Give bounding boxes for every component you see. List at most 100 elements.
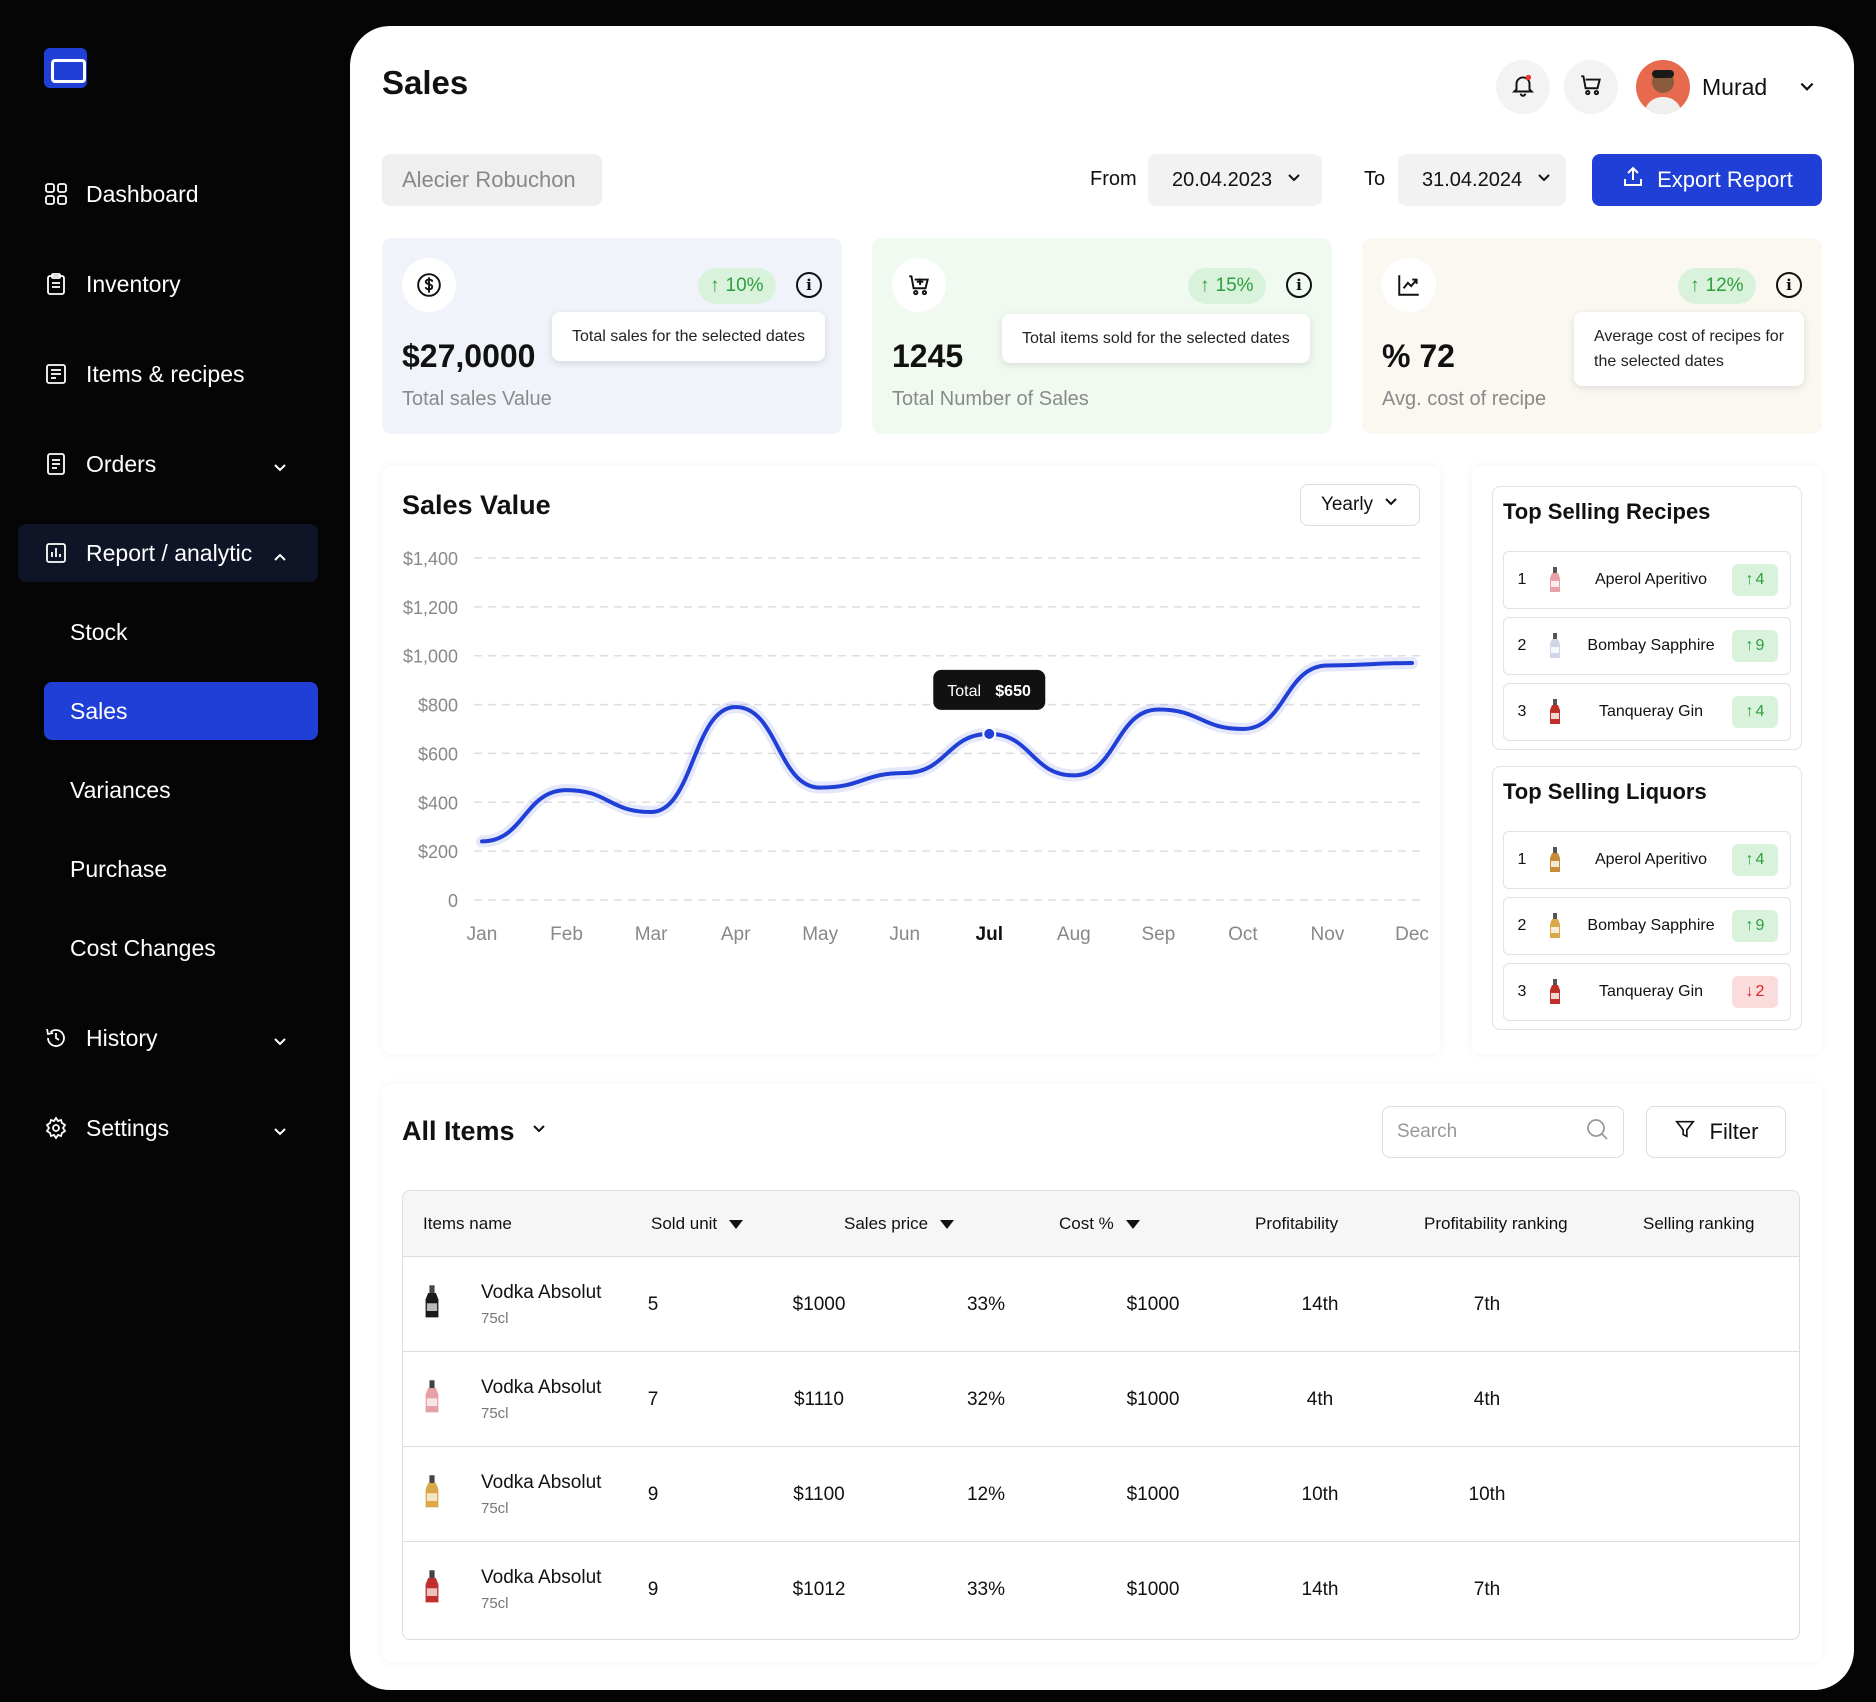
- rank-number: 1: [1517, 571, 1527, 588]
- list-item[interactable]: 3 Tanqueray Gin ↓ 2: [1503, 963, 1791, 1021]
- table-row[interactable]: Vodka Absolut 75cl 5 $1000 33% $1000 14th 7th: [403, 1257, 1799, 1352]
- table-header: Items name Sold unit Sales price Cost % …: [403, 1191, 1799, 1257]
- filter-label: Filter: [1709, 1119, 1759, 1144]
- sidebar-item-label: Orders: [86, 450, 157, 477]
- col-cost-percent[interactable]: Cost %: [1059, 1191, 1140, 1257]
- list-item[interactable]: 1 Aperol Aperitivo ↑ 4: [1503, 551, 1791, 609]
- rank-change-value: 4: [1755, 851, 1765, 868]
- sort-down-icon[interactable]: [940, 1219, 955, 1229]
- x-tick-label: Mar: [635, 924, 668, 945]
- subnav-cost-changes[interactable]: Cost Changes: [44, 919, 318, 977]
- restaurant-selector[interactable]: Alecier Robuchon: [382, 154, 602, 206]
- chevron-down-icon[interactable]: [272, 1029, 288, 1056]
- column-label: Cost %: [1059, 1214, 1114, 1233]
- y-tick-label: $400: [418, 793, 458, 813]
- x-tick-label: Apr: [721, 924, 751, 945]
- rank-number: 3: [1517, 703, 1527, 720]
- search-input[interactable]: Search: [1382, 1106, 1624, 1158]
- data-point: [1071, 772, 1077, 778]
- period-dropdown[interactable]: Yearly: [1300, 484, 1420, 526]
- chevron-down-icon[interactable]: [272, 1119, 288, 1146]
- from-date-picker[interactable]: 20.04.2023: [1148, 154, 1322, 206]
- to-date-picker[interactable]: 31.04.2024: [1398, 154, 1566, 206]
- col-selling-ranking: Selling ranking: [1643, 1191, 1755, 1257]
- sidebar-item-settings[interactable]: Settings: [18, 1099, 318, 1157]
- arrow-up-icon: ↑: [710, 275, 720, 296]
- sidebar-item-history[interactable]: History: [18, 1009, 318, 1067]
- chart-tooltip-label: Total: [947, 683, 981, 700]
- chevron-down-icon: [1536, 169, 1552, 192]
- subnav-variances[interactable]: Variances: [44, 761, 318, 819]
- main-panel: Sales Murad Alecier Robuchon From 20.04.…: [350, 26, 1854, 1690]
- list-item[interactable]: 2 Bombay Sapphire ↑ 9: [1503, 897, 1791, 955]
- subnav-purchase[interactable]: Purchase: [44, 840, 318, 898]
- col-sales-price[interactable]: Sales price: [844, 1191, 955, 1257]
- data-point: [902, 770, 908, 776]
- group-title: Top Selling Recipes: [1503, 499, 1711, 524]
- list-item[interactable]: 1 Aperol Aperitivo ↑ 4: [1503, 831, 1791, 889]
- info-icon[interactable]: i: [1776, 272, 1802, 298]
- chevron-down-icon[interactable]: [1798, 78, 1816, 101]
- rank-number: 3: [1517, 983, 1527, 1000]
- item-name: Aperol Aperitivo: [1594, 851, 1708, 868]
- rank-change-badge: ↑ 9: [1732, 630, 1778, 662]
- arrow-up-icon: ↑: [1745, 917, 1754, 934]
- column-label: Sales price: [844, 1214, 929, 1233]
- user-name[interactable]: Murad: [1702, 74, 1768, 100]
- all-items-dropdown[interactable]: All Items: [402, 1116, 547, 1147]
- app-logo[interactable]: [44, 48, 87, 88]
- profitability-cell: $1000: [1126, 1483, 1180, 1505]
- sold-unit-cell: 5: [647, 1293, 659, 1315]
- sort-down-icon[interactable]: [1125, 1219, 1140, 1229]
- sidebar-item-orders[interactable]: Orders: [18, 435, 318, 493]
- sidebar-item-items-recipes[interactable]: Items & recipes: [18, 345, 318, 403]
- info-icon[interactable]: i: [1286, 272, 1312, 298]
- item-name-cell: Vodka Absolut 75cl: [423, 1447, 601, 1542]
- list-item[interactable]: 2 Bombay Sapphire ↑ 9: [1503, 617, 1791, 675]
- sidebar-item-inventory[interactable]: Inventory: [18, 255, 318, 313]
- export-report-button[interactable]: Export Report: [1592, 154, 1822, 206]
- y-tick-label: $800: [418, 696, 458, 716]
- bell-icon: [1510, 72, 1536, 103]
- subnav-sales[interactable]: Sales: [44, 682, 318, 740]
- info-icon[interactable]: i: [796, 272, 822, 298]
- notification-button[interactable]: [1496, 60, 1550, 114]
- selling-ranking-cell: 4th: [1473, 1388, 1501, 1410]
- series-line: [480, 661, 1414, 844]
- avatar[interactable]: [1636, 60, 1690, 114]
- item-size: 75cl: [481, 1595, 509, 1612]
- table-row[interactable]: Vodka Absolut 75cl 9 $1012 33% $1000 14th 7th: [403, 1542, 1799, 1637]
- y-tick-label: $1,200: [403, 598, 458, 618]
- data-point[interactable]: [982, 726, 997, 741]
- table-row[interactable]: Vodka Absolut 75cl 7 $1110 32% $1000 4th 4th: [403, 1352, 1799, 1447]
- y-tick-label: $1,000: [403, 647, 458, 667]
- page-title: Sales: [382, 64, 469, 101]
- selling-ranking-cell: 10th: [1468, 1483, 1506, 1505]
- data-point: [1155, 706, 1161, 712]
- sidebar-item-dashboard[interactable]: Dashboard: [18, 165, 318, 223]
- chevron-down-icon[interactable]: [272, 455, 288, 482]
- list-item[interactable]: 3 Tanqueray Gin ↑ 4: [1503, 683, 1791, 741]
- cost-percent-cell: 12%: [966, 1483, 1006, 1505]
- y-tick-label: $600: [418, 744, 458, 764]
- kpi-caption: Total Number of Sales: [892, 388, 1089, 410]
- chevron-down-icon: [1383, 494, 1399, 516]
- items-title: All Items: [402, 1116, 515, 1146]
- sidebar-item-report-analytic[interactable]: Report / analytic: [18, 524, 318, 582]
- sort-down-icon[interactable]: [729, 1219, 744, 1229]
- column-label: Profitability ranking: [1424, 1214, 1568, 1233]
- subnav-stock[interactable]: Stock: [44, 603, 318, 661]
- sales-price-cell: $1000: [792, 1293, 846, 1315]
- bottle-icon: [423, 1282, 441, 1328]
- chevron-up-icon[interactable]: [272, 544, 288, 571]
- sidebar-item-label: Settings: [86, 1114, 170, 1141]
- chevron-down-icon: [531, 1121, 547, 1142]
- data-point: [1324, 662, 1330, 668]
- cart-button[interactable]: [1564, 60, 1618, 114]
- rank-number: 2: [1517, 637, 1527, 654]
- filter-button[interactable]: Filter: [1646, 1106, 1786, 1158]
- subnav-label: Variances: [70, 776, 171, 803]
- profitability-ranking-cell: 14th: [1301, 1293, 1339, 1315]
- table-row[interactable]: Vodka Absolut 75cl 9 $1100 12% $1000 10th 10th: [403, 1447, 1799, 1542]
- col-sold-unit[interactable]: Sold unit: [651, 1191, 744, 1257]
